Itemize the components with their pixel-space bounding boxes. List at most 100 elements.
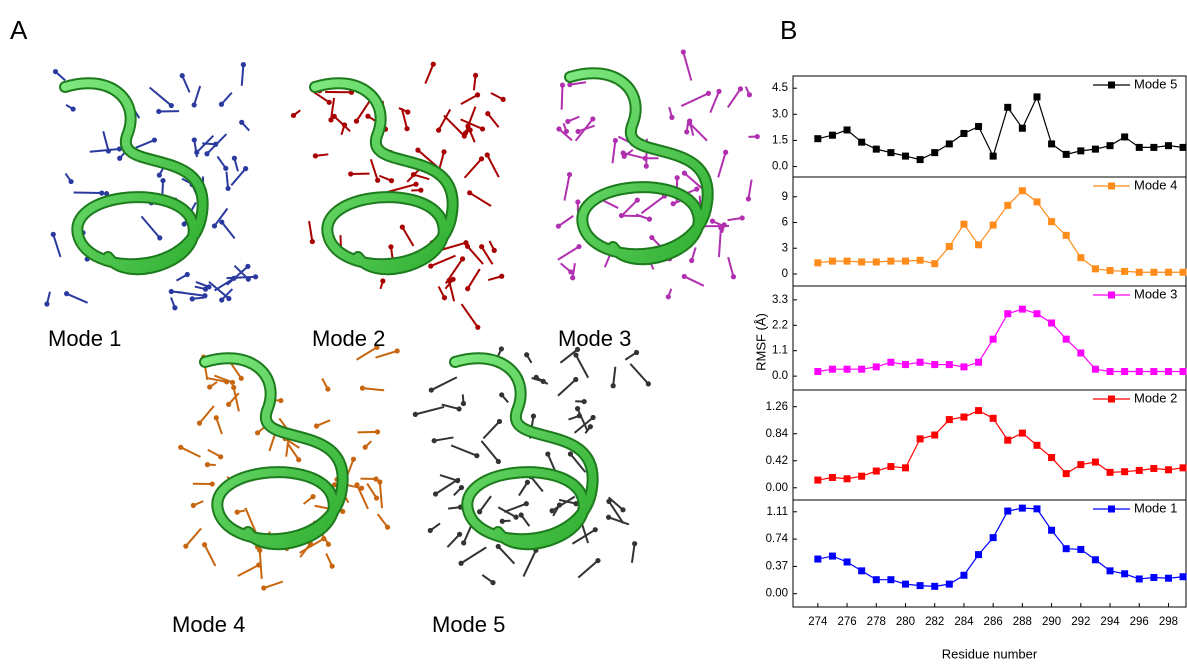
panel-label: A [10,15,28,45]
arrow [680,92,709,107]
arrow-head [156,172,162,178]
series-line [817,507,1184,587]
arrow-head [709,218,716,224]
arrow-head [555,223,562,229]
y-tick-label: 0.42 [766,455,788,467]
arrow-head [296,457,302,463]
arrow [441,241,467,251]
arrow [577,559,599,579]
arrow-head [52,68,59,75]
data-point [1004,436,1012,444]
arrow-head [252,274,259,280]
y-tick-label: 3 [782,242,788,254]
arrow-head [202,286,209,292]
arrow [441,403,460,410]
data-point [901,257,909,265]
data-point [887,149,895,157]
data-point [828,131,836,139]
arrow-head [431,438,437,444]
legend-marker [1108,182,1115,190]
arrow [450,444,478,457]
arrow [430,376,458,391]
arrow-head [229,379,236,386]
arrow-head [405,109,411,115]
data-point [1077,349,1085,357]
arrow-head [721,222,727,228]
arrow-head [68,178,74,185]
arrow [180,446,201,458]
arrow-head [151,137,158,143]
arrow [727,256,735,278]
arrow-head [595,557,601,564]
data-point [931,431,939,439]
data-point [843,475,851,483]
arrow [366,483,378,499]
data-point [1164,142,1172,150]
arrow-head [474,92,481,98]
arrow-head [590,116,596,122]
arrow [573,416,594,434]
arrow-head [559,82,566,88]
data-point [1033,93,1041,101]
arrow [206,376,227,383]
arrow-head [209,481,215,487]
legend-marker [1108,505,1115,513]
data-point [1135,268,1143,276]
arrow-head [643,163,649,169]
arrow [376,513,389,528]
arrow-head [104,191,110,197]
arrow-head [689,257,695,264]
arrow [229,361,243,379]
arrow-head [168,288,174,295]
arrow [683,172,703,190]
arrow-head [432,491,439,497]
arrow-head [705,90,712,96]
arrow-head [646,216,653,222]
arrow-head [612,137,618,144]
arrow-head [44,301,50,307]
data-point [1106,567,1114,575]
arrow-head [465,286,471,292]
y-tick-label: 3.3 [772,294,788,306]
structure [555,49,760,300]
arrow [497,506,517,519]
y-tick-label: 1.11 [766,506,788,518]
arrow [571,528,596,545]
arrow [226,265,249,286]
data-point [901,361,909,369]
arrow [480,440,500,463]
arrow [52,234,62,258]
x-tick-label: 296 [1130,616,1149,628]
arrow [462,524,473,544]
arrow [469,191,492,207]
arrow-head [348,171,354,177]
arrow-head [499,392,505,398]
data-point [843,126,851,134]
arrow-head [380,278,386,284]
arrow-head [567,82,573,88]
arrow-head [117,155,123,161]
arrow-head [410,171,417,178]
arrow-head [231,275,237,281]
arrow-head [418,187,424,193]
arrow-head [310,494,316,500]
y-tick-label: 0 [782,268,788,280]
arrow-head [499,273,505,279]
arrow-head [375,177,381,183]
arrow-head [441,149,447,155]
data-point [916,435,924,443]
arrow [230,167,247,186]
backbone [311,79,457,274]
legend-marker [1108,291,1115,299]
data-point [989,534,997,542]
arrow-head [500,96,506,102]
arrow-head [321,536,327,542]
arrow-head [207,384,213,390]
x-axis-title: Residue number [942,646,1038,661]
arrow-head [610,383,616,389]
arrow [607,496,624,511]
arrow-head [168,102,174,109]
arrow [460,546,487,565]
arrow-head [745,196,752,202]
data-point [1018,124,1026,132]
